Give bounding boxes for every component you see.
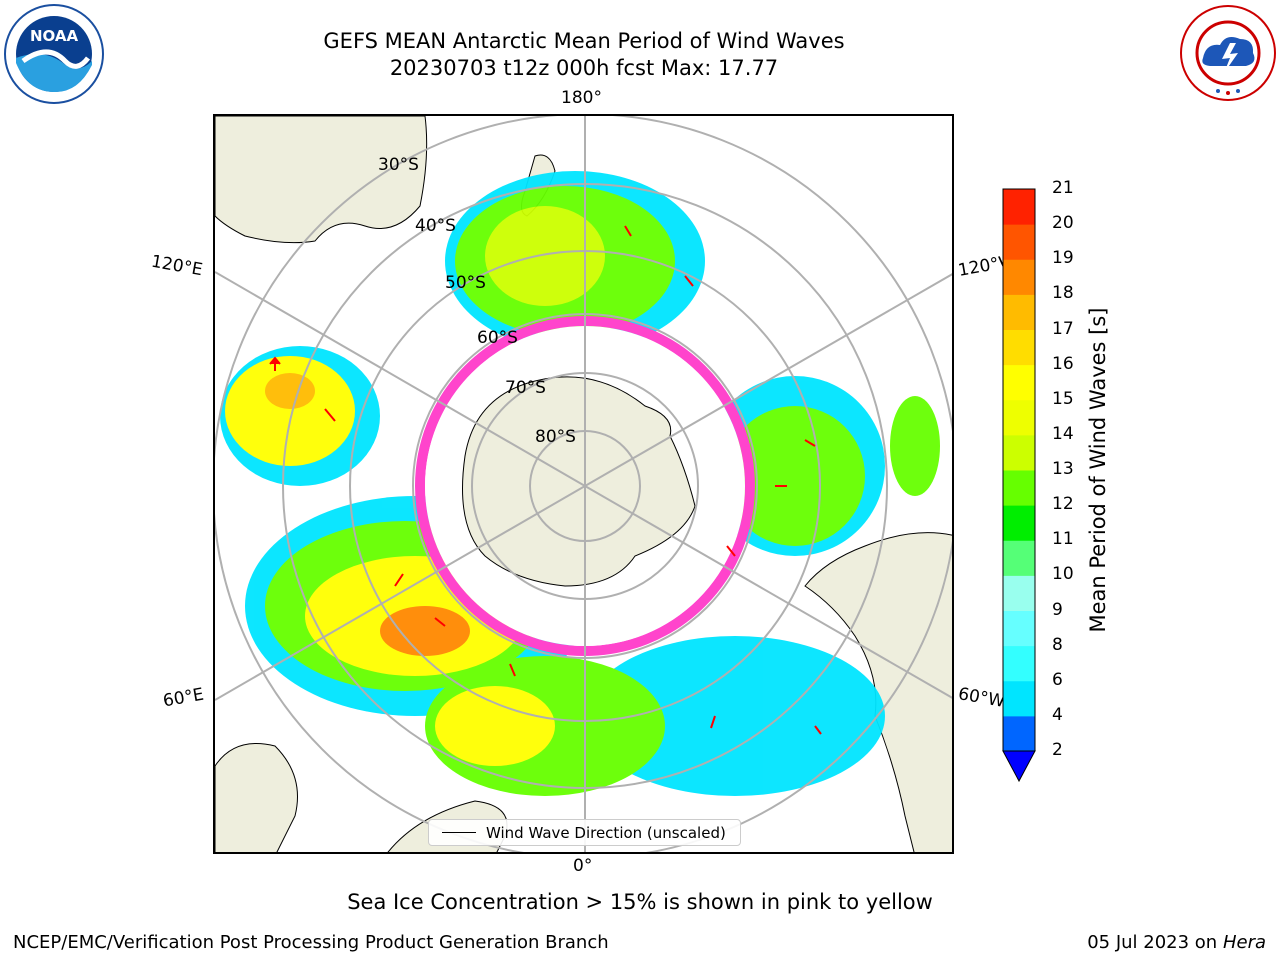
colorbar-min-extend bbox=[1002, 750, 1036, 783]
lat-label-50s: 50°S bbox=[445, 273, 486, 293]
footer-date: 05 Jul 2023 on bbox=[1087, 932, 1218, 953]
legend-line-icon bbox=[442, 832, 476, 833]
legend-label: Wind Wave Direction (unscaled) bbox=[486, 823, 726, 842]
colorbar-tick-label: 20 bbox=[1052, 213, 1074, 234]
colorbar-segment bbox=[1003, 364, 1035, 401]
caption: Sea Ice Concentration > 15% is shown in … bbox=[347, 890, 933, 914]
lon-label-180: 180° bbox=[561, 88, 602, 108]
colorbar-title: Mean Period of Wind Waves [s] bbox=[1086, 307, 1110, 633]
colorbar-segment bbox=[1003, 505, 1035, 541]
colorbar-tick-label: 11 bbox=[1052, 529, 1074, 550]
lat-label-80s: 80°S bbox=[535, 427, 576, 447]
footer-machine: Hera bbox=[1222, 932, 1266, 953]
africa-land bbox=[215, 743, 298, 852]
map-frame: 30°S 40°S 50°S 60°S 70°S 80°S bbox=[213, 114, 954, 854]
lon-label-120e: 120°E bbox=[149, 251, 205, 281]
colorbar-tick-label: 8 bbox=[1052, 634, 1063, 655]
colorbar-tick-label: 13 bbox=[1052, 459, 1074, 479]
colorbar-segment bbox=[1003, 294, 1035, 330]
colorbar-segment bbox=[1003, 224, 1035, 260]
footer-left: NCEP/EMC/Verification Post Processing Pr… bbox=[13, 932, 609, 953]
map-legend: Wind Wave Direction (unscaled) bbox=[428, 819, 741, 846]
colorbar-segment bbox=[1003, 540, 1035, 576]
colorbar-tick-label: 10 bbox=[1052, 564, 1074, 585]
colorbar-segment bbox=[1003, 645, 1035, 682]
lat-label-30s: 30°S bbox=[378, 155, 419, 175]
wind-wave-arrows bbox=[269, 225, 822, 735]
colorbar-tick-label: 18 bbox=[1052, 283, 1074, 304]
colorbar-segment bbox=[1003, 329, 1035, 366]
colorbar-tick-label: 12 bbox=[1052, 494, 1074, 515]
colorbar-tick-label: 2 bbox=[1052, 740, 1063, 760]
colorbar-segment bbox=[1003, 399, 1035, 436]
colorbar-segment bbox=[1003, 470, 1035, 506]
colorbar-segment bbox=[1003, 610, 1035, 647]
footer-right: 05 Jul 2023 on Hera bbox=[1087, 932, 1266, 953]
colorbar-tick-label: 6 bbox=[1052, 669, 1063, 690]
colorbar-tick-label: 21 bbox=[1052, 178, 1074, 198]
colorbar-segment bbox=[1003, 715, 1035, 752]
lat-label-40s: 40°S bbox=[415, 216, 456, 236]
colorbar bbox=[1002, 188, 1036, 783]
chart-subtitle: 20230703 t12z 000h fcst Max: 17.77 bbox=[389, 56, 779, 80]
lat-label-70s: 70°S bbox=[505, 378, 546, 398]
noaa-logo: NOAA bbox=[4, 4, 104, 104]
lon-label-0: 0° bbox=[573, 856, 593, 876]
noaa-logo-text: NOAA bbox=[30, 27, 79, 45]
colorbar-segment bbox=[1003, 575, 1035, 611]
national-weather-service-logo bbox=[1180, 5, 1276, 101]
colorbar-tick-label: 15 bbox=[1052, 388, 1074, 409]
polar-map: 30°S 40°S 50°S 60°S 70°S 80°S bbox=[215, 116, 952, 852]
colorbar-tick-label: 17 bbox=[1052, 318, 1074, 339]
colorbar-tick-label: 14 bbox=[1052, 423, 1074, 444]
colorbar-tick-label: 4 bbox=[1052, 704, 1063, 725]
longitude-grid bbox=[215, 116, 952, 852]
colorbar-tick-label: 9 bbox=[1052, 599, 1063, 620]
lat-label-60s: 60°S bbox=[477, 328, 518, 348]
colorbar-tick-label: 19 bbox=[1052, 248, 1074, 269]
australia-land bbox=[215, 116, 428, 244]
colorbar-tick-label: 16 bbox=[1052, 353, 1074, 374]
colorbar-segment bbox=[1003, 259, 1035, 295]
colorbar-segment bbox=[1003, 680, 1035, 717]
chart-title: GEFS MEAN Antarctic Mean Period of Wind … bbox=[323, 29, 845, 53]
colorbar-segment bbox=[1003, 189, 1035, 225]
south-america-land bbox=[804, 532, 952, 852]
lon-label-60w: 60°W bbox=[956, 684, 1007, 712]
lon-label-60e: 60°E bbox=[161, 684, 206, 712]
colorbar-segment bbox=[1003, 434, 1035, 471]
